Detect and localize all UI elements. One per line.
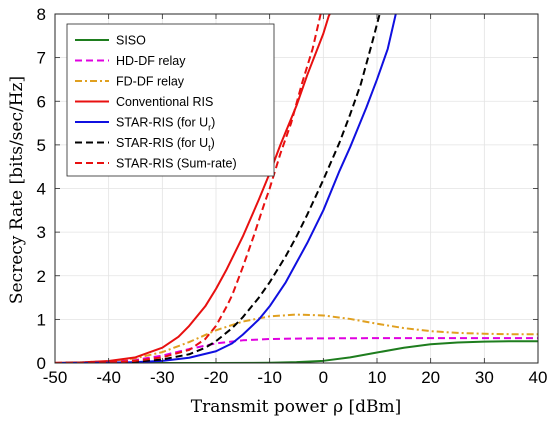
tick-labels: -50 -40 -30 -20 -10 0 10 20 30 40 0 1 2 3 4 5 6 7 8 (37, 5, 548, 387)
series-line-hd-df-relay (55, 337, 538, 363)
series-line-conventional-ris (55, 14, 331, 363)
legend-label: Conventional RIS (116, 95, 213, 109)
x-tick-label: 20 (421, 368, 440, 387)
y-axis-title: Secrecy Rate [bits/sec/Hz] (7, 76, 27, 304)
series-line-star-ris-for-u-r (55, 14, 397, 363)
y-tick-label: 3 (37, 223, 46, 242)
x-tick-label: 0 (319, 368, 328, 387)
legend-label: FD-DF relay (116, 75, 185, 89)
legend-box (66, 23, 275, 177)
ticks (54, 13, 539, 364)
y-tick-label: 8 (37, 5, 46, 24)
x-tick-label: -30 (150, 368, 175, 387)
x-tick-label: 40 (529, 368, 548, 387)
x-tick-label: -50 (43, 368, 68, 387)
y-tick-label: 4 (37, 180, 46, 199)
y-tick-label: 1 (37, 310, 46, 329)
x-axis-title: Transmit power ρ [dBm] (191, 397, 401, 417)
legend-label: STAR-RIS (Sum-rate) (116, 157, 237, 171)
x-tick-label: 30 (475, 368, 494, 387)
series-layer (55, 14, 538, 363)
x-tick-label: -10 (257, 368, 282, 387)
x-tick-label: 10 (368, 368, 387, 387)
legend-label: HD-DF relay (116, 54, 186, 68)
legend-label: SISO (116, 34, 146, 48)
y-tick-label: 0 (37, 354, 46, 373)
y-tick-label: 5 (37, 136, 46, 155)
y-tick-label: 6 (37, 92, 46, 111)
x-tick-label: -40 (96, 368, 121, 387)
y-tick-label: 7 (37, 49, 46, 68)
legend-label: STAR-RIS (for Ut) (116, 136, 215, 153)
y-tick-label: 2 (37, 267, 46, 286)
series-line-star-ris-for-u-t (55, 14, 381, 363)
legend: SISO HD-DF relay FD-DF relay Conventional R… (66, 23, 275, 177)
legend-label: STAR-RIS (for Ur) (116, 116, 215, 133)
x-tick-label: -20 (204, 368, 229, 387)
series-line-star-ris-sum-rate (55, 14, 322, 363)
